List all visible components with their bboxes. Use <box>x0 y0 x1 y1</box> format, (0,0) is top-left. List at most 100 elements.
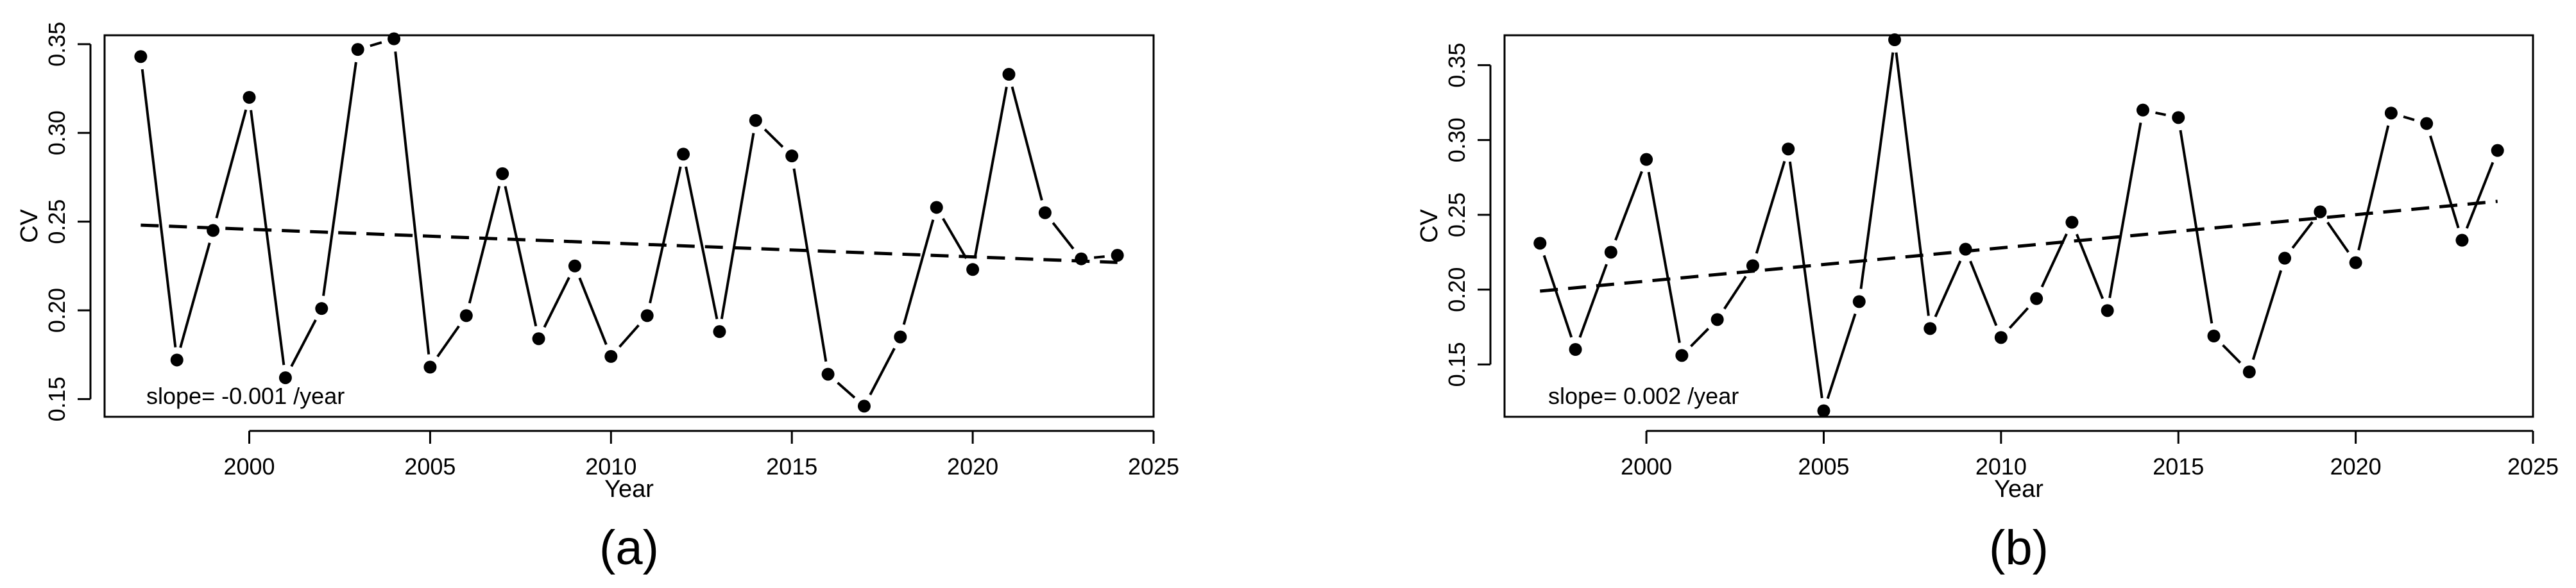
data-point <box>243 90 256 104</box>
series-line-segment <box>1011 86 1043 201</box>
data-point <box>604 349 618 363</box>
series-line-segment <box>543 276 570 328</box>
data-point <box>1075 252 1088 265</box>
x-tick-label: 2010 <box>585 453 636 480</box>
data-point <box>1852 295 1866 308</box>
x-tick-label: 2015 <box>2153 453 2204 480</box>
series-line-segment <box>2251 270 2283 360</box>
data-point <box>315 302 328 315</box>
series-line-segment <box>250 110 286 365</box>
y-tick-label: 0.30 <box>1444 117 1470 162</box>
data-point <box>857 399 871 413</box>
data-point <box>1994 331 2008 344</box>
y-tick-label: 0.30 <box>44 110 70 155</box>
y-tick-label: 0.15 <box>44 376 70 421</box>
series-line-segment <box>1578 264 1608 338</box>
y-tick-label: 0.25 <box>44 199 70 244</box>
data-point <box>568 259 581 273</box>
data-point <box>1111 249 1124 262</box>
series-line-segment <box>2326 221 2350 253</box>
series-line-segment <box>1755 160 1786 254</box>
series-line-segment <box>792 168 828 362</box>
series-line-segment <box>1052 222 1075 250</box>
series-line-segment <box>2429 135 2460 229</box>
series-line-segment <box>1934 260 1962 317</box>
data-point <box>2278 251 2292 265</box>
x-axis-label: Year <box>1994 476 2043 503</box>
series-line-segment <box>504 185 538 327</box>
x-tick-label: 2005 <box>1798 453 1849 480</box>
data-point <box>677 147 690 161</box>
data-point <box>2207 330 2221 342</box>
series-line-segment <box>2076 233 2104 299</box>
series-line-segment <box>2155 111 2167 117</box>
data-point <box>1604 246 1617 259</box>
series-line-segment <box>1895 52 1930 316</box>
data-point <box>785 149 799 163</box>
series-line-segment <box>1788 161 1823 399</box>
data-point <box>713 325 726 339</box>
data-point <box>2030 292 2043 305</box>
data-point <box>1888 33 1902 46</box>
series-line-segment <box>1690 328 1710 348</box>
data-point <box>170 353 183 367</box>
slope-annotation: slope= 0.002 /year <box>1548 383 1739 409</box>
series-line-segment <box>618 324 640 348</box>
series-line-segment <box>763 128 784 148</box>
data-point <box>1923 322 1937 335</box>
series-line-segment <box>179 242 211 348</box>
data-point <box>1746 259 1759 273</box>
series-line-segment <box>1826 313 1857 399</box>
data-point <box>2349 256 2362 269</box>
series-line-segment <box>902 219 935 325</box>
data-point <box>2136 103 2149 117</box>
data-point <box>532 332 545 346</box>
series-line-segment <box>468 185 501 304</box>
data-point <box>2491 144 2504 157</box>
data-point <box>640 309 654 323</box>
data-point <box>1640 153 1653 166</box>
chart-panel-b: 2000 2005 2010 2015 2020 2025 Year 0.15 0.20 0.25… <box>1416 33 2559 575</box>
data-point <box>496 167 509 180</box>
series-line-segment <box>578 277 608 346</box>
y-tick-label: 0.20 <box>44 288 70 333</box>
panel-label: (b) <box>1989 521 2049 575</box>
series-line-segment <box>322 62 357 296</box>
data-point <box>2420 117 2434 130</box>
data-point <box>1782 142 1795 156</box>
x-tick-label: 2000 <box>1621 453 1672 480</box>
trend-line <box>141 223 1118 264</box>
data-point <box>388 32 401 46</box>
data-point <box>1710 313 1724 326</box>
x-tick-label: 2015 <box>766 453 817 480</box>
series-line-segment <box>869 348 896 396</box>
data-point <box>1675 349 1689 362</box>
series-line-segment <box>973 87 1008 258</box>
data-point <box>2101 304 2114 317</box>
series-line-segment <box>2222 344 2242 364</box>
series-line-segment <box>1542 255 1573 338</box>
plot-frame <box>1503 34 2534 418</box>
series-line-segment <box>685 166 719 319</box>
panel-label: (a) <box>599 521 659 575</box>
data-point <box>2455 233 2469 247</box>
data-point <box>894 330 907 344</box>
data-point <box>134 50 148 63</box>
plot-frame <box>103 34 1155 418</box>
series-line-segment <box>290 319 317 367</box>
slope-annotation: slope= -0.001 /year <box>146 383 345 409</box>
data-point <box>1569 343 1582 356</box>
y-tick-label: 0.15 <box>1444 342 1470 387</box>
chart-panel-a: 2000 2005 2010 2015 2020 2025 Year 0.15 0.20 0.25… <box>16 22 1179 575</box>
x-tick-label: 2005 <box>404 453 456 480</box>
series-line-segment <box>2179 130 2213 324</box>
series-line-segment <box>1614 171 1643 241</box>
x-tick-label: 2020 <box>2330 453 2382 480</box>
series-line-segment <box>2357 125 2390 251</box>
x-tick-label: 2020 <box>947 453 998 480</box>
y-tick-label: 0.25 <box>1444 192 1470 237</box>
series-line-segment <box>2108 122 2142 298</box>
data-point <box>2242 365 2256 378</box>
data-point <box>278 371 292 385</box>
